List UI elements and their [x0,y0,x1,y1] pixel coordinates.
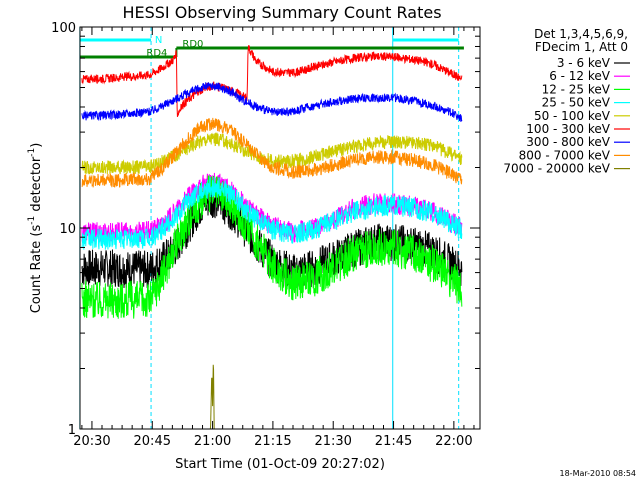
series-line [81,132,463,175]
y-tick-label: 10 [59,222,76,237]
legend-entry-label: 12 - 25 keV [542,82,611,96]
x-tick-label: 22:00 [435,434,472,449]
y-axis-label-superscript-2: -1 [27,148,37,157]
y-tick-label: 100 [51,21,76,36]
series-line [81,45,463,117]
series-line [180,364,233,430]
x-tick-label: 20:30 [73,434,110,449]
legend-header-line-2: FDecim 1, Att 0 [535,40,628,54]
series-12-25kev [81,175,463,319]
y-tick-label: 1 [68,423,76,438]
series-50-100kev [81,132,463,175]
chart-title: HESSI Observing Summary Count Rates [122,3,441,22]
axes-layer: 20:30 20:45 21:00 21:15 21:30 21:45 22:00 1 10 10… [51,21,480,449]
y-axis-label-detector: detector [29,156,44,216]
legend-entry-label: 50 - 100 keV [534,109,611,123]
legend-entry-label: 3 - 6 keV [557,56,611,70]
series-800-7000kev [81,117,463,188]
series-25-50kev [81,177,463,250]
legend-entry-label: 6 - 12 keV [549,69,611,83]
series-line [81,175,463,319]
legend-entry-label: 300 - 800 keV [526,135,610,149]
x-tick-label: 20:45 [134,434,171,449]
legend-entry-label: 100 - 300 keV [526,122,610,136]
y-axis-label: Count Rate (s-1 detector-1) [27,143,44,314]
x-tick-label: 21:30 [314,434,351,449]
x-tick-label: 21:00 [194,434,231,449]
series-7000-20000kev [180,364,233,430]
legend-entry-label: 25 - 50 keV [542,96,611,110]
series-line [81,117,463,188]
legend-entry-label: 800 - 7000 keV [519,148,611,162]
y-axis-label-close: ) [29,143,44,148]
legend-entry-label: 7000 - 20000 keV [503,162,610,176]
y-axis-label-superscript: -1 [27,216,37,225]
flag-label-n: N [155,35,162,46]
series-300-800kev [81,82,463,122]
flag-label-rd0: RD0 [182,39,203,50]
series-100-300kev [81,45,463,117]
x-axis-label: Start Time (01-Oct-09 20:27:02) [175,457,385,472]
y-axis-label-main: Count Rate (s [29,225,44,314]
series-layer [81,45,463,430]
legend-header-line-1: Det 1,3,4,5,6,9, [534,27,628,41]
series-line [81,177,463,250]
x-tick-label: 21:45 [375,434,412,449]
series-line [81,82,463,122]
x-tick-label: 21:15 [254,434,291,449]
flag-label-rd4: RD4 [146,48,167,59]
footer-date: 18-Mar-2010 08:54 [560,469,637,478]
